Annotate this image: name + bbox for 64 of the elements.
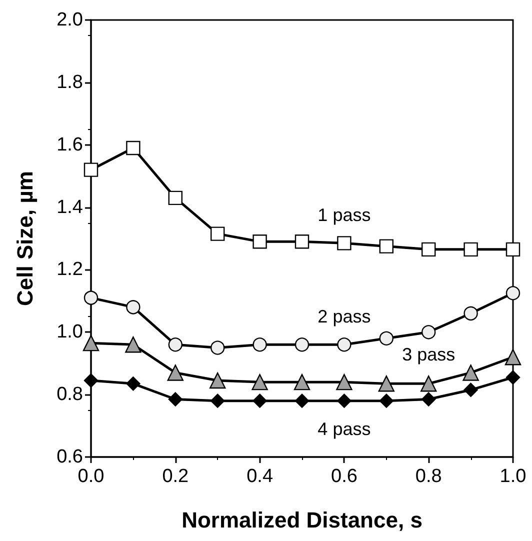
y-tick-label: 1.8 [56,72,83,93]
point [126,140,140,156]
point [252,374,268,390]
point [506,242,520,257]
point [125,336,142,353]
x-tick-label: 1.0 [500,466,526,487]
y-tick-label: 0.6 [56,446,83,468]
point [210,340,225,355]
point [168,338,182,352]
series-label: 4 pass [318,418,371,439]
point [506,370,520,385]
point [252,234,267,249]
point [252,394,267,408]
point [294,234,310,249]
point [126,376,140,391]
point [294,394,310,408]
point [210,394,225,408]
y-tick-label: 1.4 [56,196,84,218]
point [168,392,182,406]
point [337,394,352,408]
point [294,374,310,390]
x-tick-label: 0.6 [330,466,358,487]
x-tick-label: 0.0 [78,466,104,487]
x-tick-label: 0.2 [162,466,189,487]
y-tick-label: 2.0 [56,10,83,30]
y-tick-label: 1.6 [56,134,83,156]
point [84,290,98,305]
point [126,300,140,314]
point [464,242,478,257]
point [378,376,394,392]
point [462,364,479,381]
point [167,364,184,381]
point [84,373,98,388]
point [337,338,352,352]
point [420,376,437,392]
point [464,382,478,397]
series-label: 1 pass [318,205,371,226]
y-tick-label: 0.8 [56,384,83,406]
y-tick-label: 1.0 [56,322,83,343]
point [422,325,436,340]
point [379,394,394,408]
series-label: 3 pass [402,344,456,365]
y-axis-title: Cell Size, µm [12,171,38,306]
point [422,392,436,406]
point [252,338,267,352]
series-label: 2 pass [318,306,371,327]
point [506,286,520,300]
point [422,242,436,257]
point [504,349,522,366]
x-axis-title: Normalized Distance, s [182,508,422,532]
y-tick-label: 1.2 [56,259,83,280]
point [379,239,394,254]
point [336,374,352,390]
point [84,162,98,177]
x-tick-label: 0.4 [246,466,274,487]
x-tick-label: 0.8 [415,466,442,487]
point [464,306,478,321]
point [379,331,394,346]
point [82,334,100,352]
point [210,372,226,389]
point [294,338,310,352]
point [168,190,182,206]
point [210,226,225,241]
point [337,236,352,250]
